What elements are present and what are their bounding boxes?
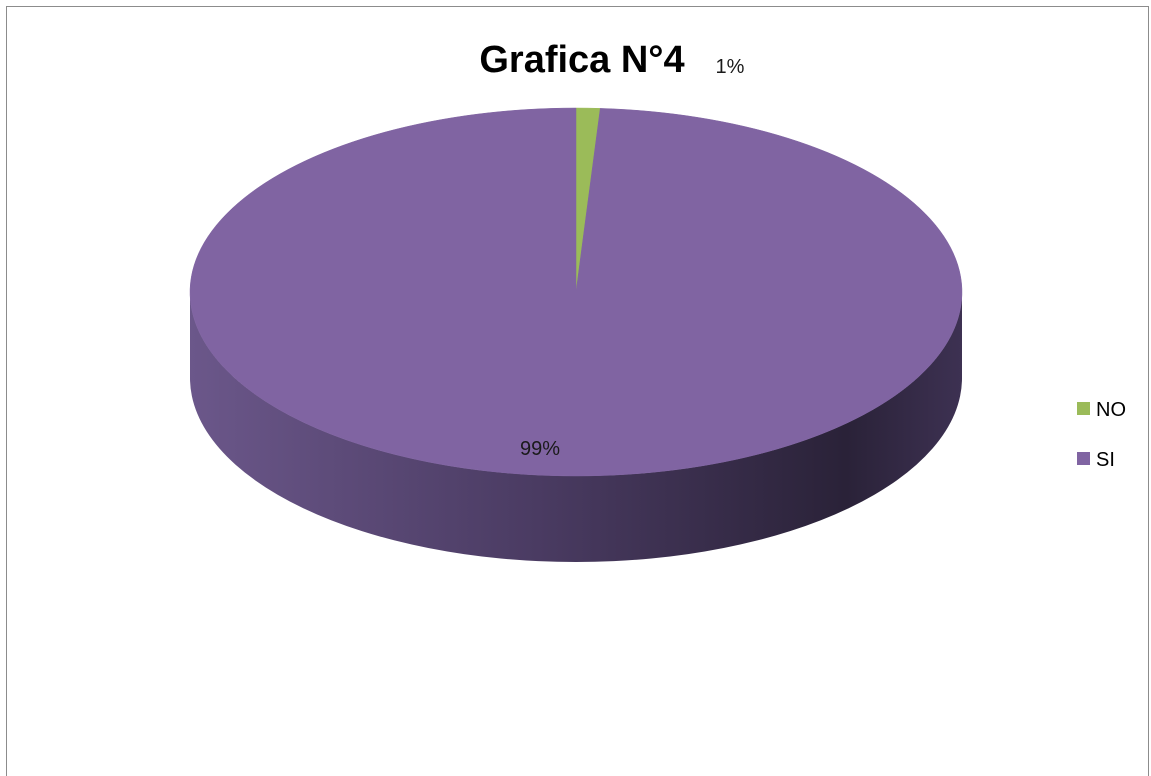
pie-slice-si <box>189 107 963 477</box>
legend-label-no: NO <box>1096 399 1126 421</box>
legend-swatch-no <box>1077 402 1090 415</box>
pie-top-face <box>189 107 963 477</box>
data-label-si: 99% <box>520 438 560 460</box>
chart-frame <box>6 6 1149 776</box>
chart-title: Grafica N°4 <box>479 39 684 81</box>
legend-swatch-si <box>1077 452 1090 465</box>
legend-label-si: SI <box>1096 449 1115 471</box>
pie-side-si <box>190 292 962 562</box>
pie-side-wall <box>190 292 962 562</box>
data-label-no: 1% <box>716 56 745 78</box>
legend: NO SI <box>1077 399 1126 471</box>
